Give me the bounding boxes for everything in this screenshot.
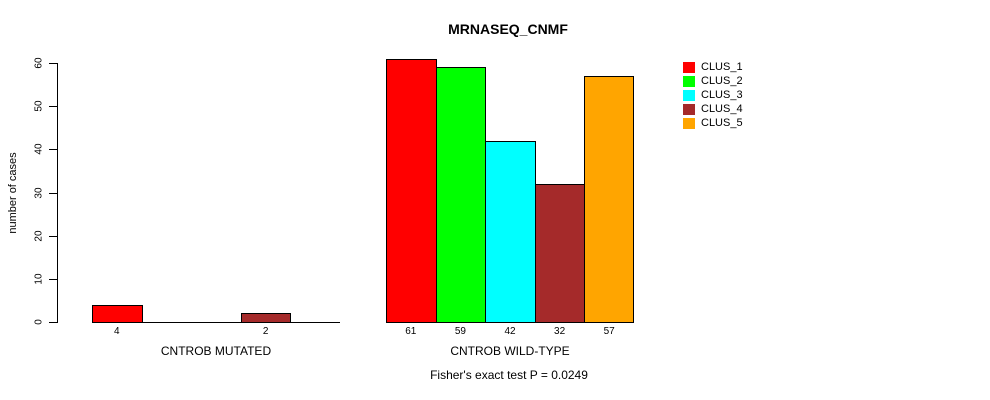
- legend-swatch: [683, 61, 695, 73]
- legend-label: CLUS_1: [701, 61, 743, 73]
- legend-item: CLUS_2: [683, 74, 743, 88]
- bar: [240, 313, 292, 323]
- y-tick-label: 30: [33, 186, 45, 199]
- y-tick: [49, 235, 57, 237]
- group-axis-line: [92, 322, 340, 323]
- legend-label: CLUS_4: [701, 103, 743, 115]
- legend-item: CLUS_3: [683, 88, 743, 102]
- legend: CLUS_1 CLUS_2 CLUS_3 CLUS_4 CLUS_5: [683, 60, 743, 130]
- chart-title: MRNASEQ_CNMF: [448, 21, 568, 37]
- legend-swatch: [683, 117, 695, 129]
- bar: [435, 67, 487, 323]
- y-tick: [49, 63, 57, 64]
- y-tick: [49, 322, 57, 323]
- group-label: CNTROB MUTATED: [160, 344, 272, 358]
- bar-value-label: 57: [603, 326, 615, 337]
- y-tick-label: 0: [33, 319, 45, 325]
- y-tick: [49, 192, 57, 194]
- y-axis-line: [57, 63, 58, 323]
- bar-value-label: 59: [454, 326, 466, 337]
- bar: [92, 305, 143, 323]
- y-tick-label: 40: [33, 143, 45, 155]
- legend-swatch: [683, 89, 695, 101]
- group-label: CNTROB WILD-TYPE: [450, 344, 570, 358]
- y-tick: [49, 106, 57, 108]
- bar: [534, 184, 586, 323]
- y-tick-label: 50: [33, 100, 45, 112]
- y-tick-label: 20: [33, 230, 45, 242]
- legend-item: CLUS_5: [683, 116, 743, 130]
- y-tick: [49, 278, 57, 280]
- bar-value-label: 2: [262, 326, 269, 337]
- bar: [584, 76, 634, 323]
- y-tick-label: 60: [33, 57, 45, 69]
- legend-label: CLUS_3: [701, 89, 743, 101]
- legend-item: CLUS_1: [683, 60, 743, 74]
- y-tick: [49, 149, 57, 151]
- legend-swatch: [683, 103, 695, 115]
- bar-value-label: 42: [504, 326, 516, 337]
- bar: [386, 59, 437, 323]
- legend-swatch: [683, 75, 695, 87]
- legend-label: CLUS_2: [701, 75, 743, 87]
- bar-value-label: 61: [405, 326, 417, 337]
- y-tick-label: 10: [33, 273, 45, 285]
- bar: [485, 141, 536, 323]
- legend-label: CLUS_5: [701, 117, 743, 129]
- bar-value-label: 4: [114, 326, 120, 337]
- bar-value-label: 32: [554, 326, 566, 337]
- fisher-test-annotation: Fisher's exact test P = 0.0249: [430, 368, 588, 382]
- legend-item: CLUS_4: [683, 102, 743, 116]
